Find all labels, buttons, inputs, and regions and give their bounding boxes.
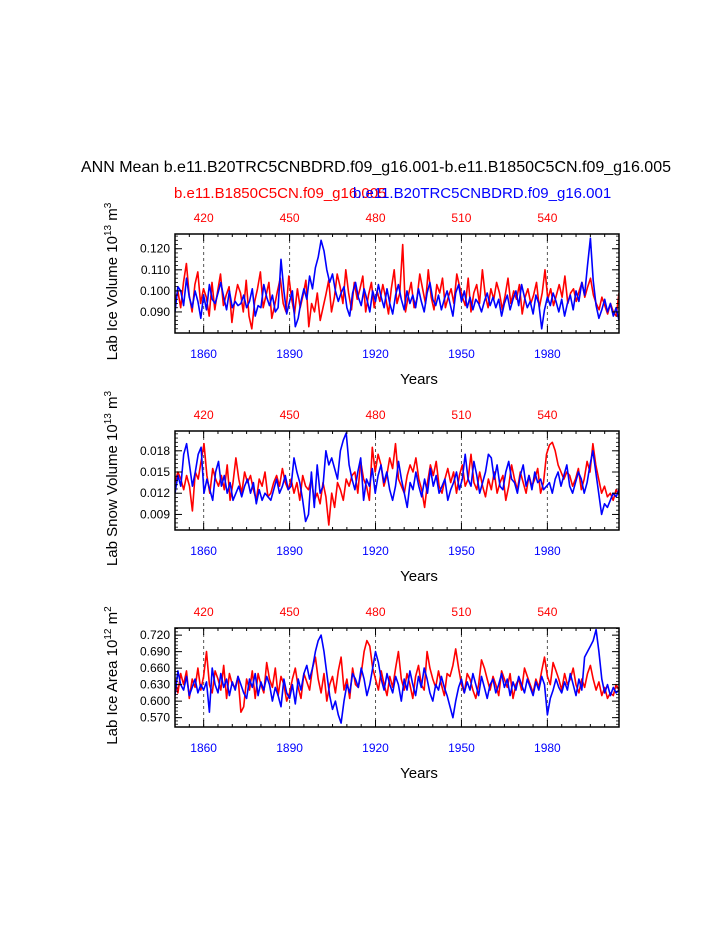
y-axis-title-part: Lab Ice Volume 10	[104, 236, 121, 360]
x-tick-label-1950: 1950	[448, 544, 475, 558]
series-line-red	[175, 639, 619, 714]
y-tick-label-0: 0.090	[140, 305, 170, 319]
top-tick-label-420: 420	[194, 605, 214, 619]
x-tick-label-1890: 1890	[276, 347, 303, 361]
x-tick-label-1920: 1920	[362, 347, 389, 361]
y-axis-title-superscript: 12	[103, 628, 114, 640]
y-tick-label-0: 0.009	[140, 507, 170, 521]
x-tick-label-1920: 1920	[362, 544, 389, 558]
series-line-blue	[175, 237, 619, 330]
y-axis-title-part: m	[104, 612, 121, 629]
panel-lab-snow-volume: 1860 1890 1920 1950 1980 420 450 480 510 540 0.009…	[103, 390, 620, 585]
y-tick-label-1: 0.012	[140, 486, 170, 500]
top-tick-label-510: 510	[451, 408, 471, 422]
y-tick-label-3: 0.018	[140, 444, 170, 458]
series-line-blue	[175, 432, 619, 523]
top-tick-label-540: 540	[537, 605, 557, 619]
y-axis-title-superscript: 3	[103, 390, 114, 396]
panel-lab-ice-volume: 1860 1890 1920 1950 1980 420 450 480 510 540 0.090…	[103, 202, 620, 388]
series-line-red	[175, 243, 619, 330]
x-tick-label-1860: 1860	[190, 544, 217, 558]
top-tick-label-510: 510	[451, 211, 471, 225]
y-tick-label-0: 0.570	[140, 711, 170, 725]
x-tick-label-1920: 1920	[362, 741, 389, 755]
y-axis-title-part: Lab Ice Area 10	[104, 640, 121, 745]
legend-blue-label: b.e11.B20TRC5CNBDRD.f09_g16.001	[353, 185, 611, 202]
x-tick-label-1890: 1890	[276, 544, 303, 558]
x-tick-label-1950: 1950	[448, 347, 475, 361]
y-tick-label-1: 0.600	[140, 694, 170, 708]
x-tick-label-1950: 1950	[448, 741, 475, 755]
top-tick-label-420: 420	[194, 408, 214, 422]
top-tick-label-480: 480	[366, 408, 386, 422]
y-tick-label-1: 0.100	[140, 284, 170, 298]
x-axis-title: Years	[400, 765, 438, 782]
y-axis-title-superscript: 13	[103, 413, 114, 425]
x-tick-label-1860: 1860	[190, 741, 217, 755]
y-axis-title-part: m	[104, 208, 121, 225]
y-axis-title: Lab Ice Area 1012 m2	[103, 606, 121, 745]
x-tick-label-1860: 1860	[190, 347, 217, 361]
y-tick-label-3: 0.660	[140, 661, 170, 675]
plot-frame	[174, 627, 620, 728]
y-tick-label-2: 0.015	[140, 465, 170, 479]
y-axis-title-superscript: 3	[103, 202, 114, 208]
y-axis-title: Lab Ice Volume 1013 m3	[103, 202, 121, 360]
x-tick-label-1890: 1890	[276, 741, 303, 755]
y-axis-title-superscript: 2	[103, 606, 114, 612]
y-tick-label-2: 0.110	[141, 263, 170, 277]
panels: 1860 1890 1920 1950 1980 420 450 480 510 540 0.090…	[103, 202, 620, 782]
x-tick-label-1980: 1980	[534, 544, 561, 558]
panel-lab-ice-area: 1860 1890 1920 1950 1980 420 450 480 510 540 0.570…	[103, 605, 620, 782]
y-tick-label-3: 0.120	[140, 242, 170, 256]
y-axis-title: Lab Snow Volume 1013 m3	[103, 390, 121, 566]
x-tick-label-1980: 1980	[534, 741, 561, 755]
top-tick-label-450: 450	[280, 408, 300, 422]
x-axis-title: Years	[400, 568, 438, 585]
y-tick-label-5: 0.720	[140, 628, 170, 642]
top-tick-label-540: 540	[537, 408, 557, 422]
plot-frame	[174, 430, 620, 531]
series-line-red	[175, 441, 619, 526]
y-tick-label-2: 0.630	[140, 678, 170, 692]
y-axis-title-part: m	[104, 396, 121, 413]
x-tick-label-1980: 1980	[534, 347, 561, 361]
top-tick-label-510: 510	[451, 605, 471, 619]
y-axis-title-part: Lab Snow Volume 10	[104, 424, 121, 566]
top-tick-label-540: 540	[537, 211, 557, 225]
y-axis-title-superscript: 13	[103, 224, 114, 236]
series-line-blue	[175, 628, 619, 724]
figure-title: ANN Mean b.e11.B20TRC5CNBDRD.f09_g16.001…	[81, 159, 671, 176]
plot-frame	[174, 233, 620, 334]
top-tick-label-450: 450	[280, 211, 300, 225]
top-tick-label-480: 480	[366, 605, 386, 619]
y-tick-label-4: 0.690	[140, 645, 170, 659]
top-tick-label-420: 420	[194, 211, 214, 225]
top-tick-label-480: 480	[366, 211, 386, 225]
x-axis-title: Years	[400, 371, 438, 388]
top-tick-label-450: 450	[280, 605, 300, 619]
legend-red-label: b.e11.B1850C5CN.f09_g16.005	[174, 185, 386, 202]
